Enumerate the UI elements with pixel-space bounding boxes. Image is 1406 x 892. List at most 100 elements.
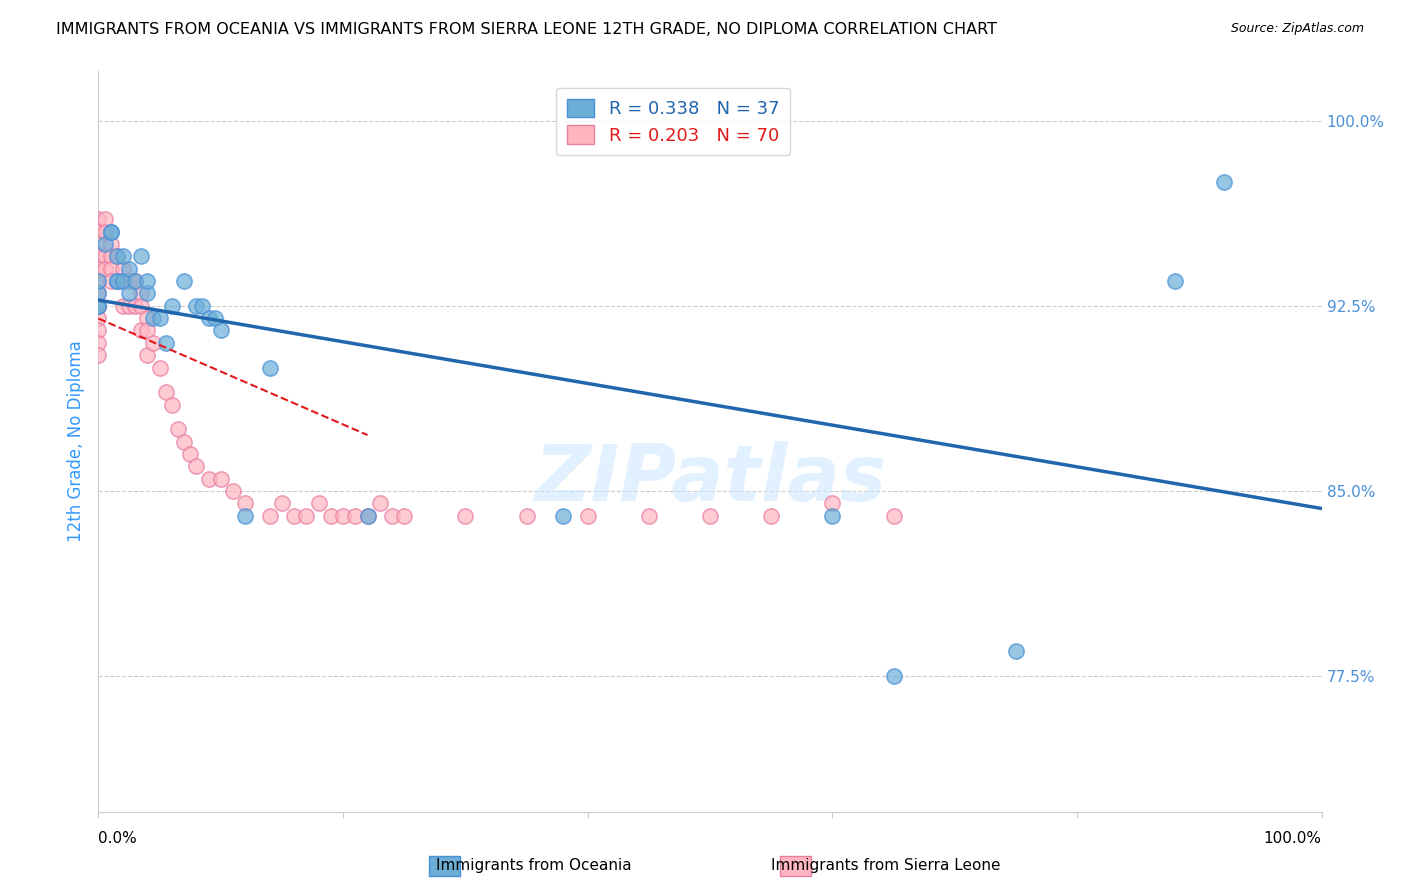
Point xyxy=(136,311,159,326)
Point xyxy=(821,508,844,523)
Legend: R = 0.338   N = 37, R = 0.203   N = 70: R = 0.338 N = 37, R = 0.203 N = 70 xyxy=(557,87,790,155)
Point xyxy=(883,508,905,523)
Point xyxy=(883,669,905,683)
Point xyxy=(118,299,141,313)
Y-axis label: 12th Grade, No Diploma: 12th Grade, No Diploma xyxy=(66,341,84,542)
Point xyxy=(149,311,172,326)
Point xyxy=(87,335,110,350)
Point xyxy=(381,508,404,523)
Text: Source: ZipAtlas.com: Source: ZipAtlas.com xyxy=(1230,22,1364,36)
Point xyxy=(93,250,115,264)
Point xyxy=(142,311,165,326)
Point xyxy=(87,299,110,313)
Point xyxy=(100,225,122,239)
Point xyxy=(356,508,378,523)
Point xyxy=(142,335,165,350)
Point xyxy=(149,360,172,375)
Point xyxy=(454,508,477,523)
Point xyxy=(356,508,378,523)
Point xyxy=(93,237,115,252)
Point xyxy=(87,225,110,239)
Point xyxy=(87,225,110,239)
Point xyxy=(155,385,177,400)
Point xyxy=(259,360,281,375)
Point xyxy=(100,225,122,239)
Point xyxy=(344,508,367,523)
Point xyxy=(87,237,110,252)
Point xyxy=(87,286,110,301)
Point xyxy=(118,261,141,276)
Text: Immigrants from Sierra Leone: Immigrants from Sierra Leone xyxy=(770,858,1001,872)
Text: Immigrants from Oceania: Immigrants from Oceania xyxy=(436,858,633,872)
Point xyxy=(233,508,256,523)
Point xyxy=(105,274,128,288)
Point xyxy=(111,299,134,313)
Point xyxy=(87,324,110,338)
Point xyxy=(87,261,110,276)
Point xyxy=(222,483,245,498)
Point xyxy=(167,422,190,436)
Point xyxy=(638,508,661,523)
Point xyxy=(761,508,783,523)
Point xyxy=(87,212,110,227)
Point xyxy=(270,496,294,510)
Point xyxy=(233,496,256,510)
Point xyxy=(87,299,110,313)
Point xyxy=(93,261,115,276)
Point xyxy=(87,250,110,264)
Point xyxy=(186,299,208,313)
Point xyxy=(129,299,152,313)
Point xyxy=(129,286,152,301)
Point xyxy=(368,496,391,510)
Point xyxy=(191,299,214,313)
Point xyxy=(1004,644,1026,658)
Point xyxy=(136,348,159,362)
Point xyxy=(283,508,305,523)
Point xyxy=(93,225,115,239)
Point xyxy=(87,299,110,313)
Point xyxy=(118,274,141,288)
Point xyxy=(319,508,342,523)
Point xyxy=(100,250,122,264)
Point xyxy=(136,274,159,288)
Point xyxy=(821,496,844,510)
Point xyxy=(392,508,416,523)
Point xyxy=(105,274,128,288)
Point xyxy=(179,447,201,461)
Point xyxy=(204,311,226,326)
Point xyxy=(515,508,537,523)
Point xyxy=(87,348,110,362)
Point xyxy=(87,274,110,288)
Point xyxy=(87,261,110,276)
Point xyxy=(259,508,281,523)
Point xyxy=(111,250,134,264)
Text: IMMIGRANTS FROM OCEANIA VS IMMIGRANTS FROM SIERRA LEONE 12TH GRADE, NO DIPLOMA C: IMMIGRANTS FROM OCEANIA VS IMMIGRANTS FR… xyxy=(56,22,997,37)
Text: 100.0%: 100.0% xyxy=(1264,831,1322,847)
Point xyxy=(155,335,177,350)
Point xyxy=(87,311,110,326)
Point xyxy=(100,237,122,252)
Point xyxy=(93,212,115,227)
Point xyxy=(209,472,232,486)
Point xyxy=(111,274,134,288)
Point xyxy=(136,324,159,338)
Point xyxy=(197,472,219,486)
Point xyxy=(87,299,110,313)
Point xyxy=(699,508,721,523)
Point xyxy=(87,286,110,301)
Point xyxy=(105,250,128,264)
Point xyxy=(118,286,141,301)
Point xyxy=(124,274,146,288)
Point xyxy=(209,324,232,338)
Point xyxy=(100,261,122,276)
Point xyxy=(111,274,134,288)
Point xyxy=(553,508,575,523)
Point xyxy=(186,459,208,474)
Point xyxy=(1212,176,1234,190)
Point xyxy=(124,299,146,313)
Point xyxy=(124,274,146,288)
Point xyxy=(308,496,330,510)
Point xyxy=(129,324,152,338)
Text: ZIPatlas: ZIPatlas xyxy=(534,441,886,516)
Point xyxy=(105,274,128,288)
